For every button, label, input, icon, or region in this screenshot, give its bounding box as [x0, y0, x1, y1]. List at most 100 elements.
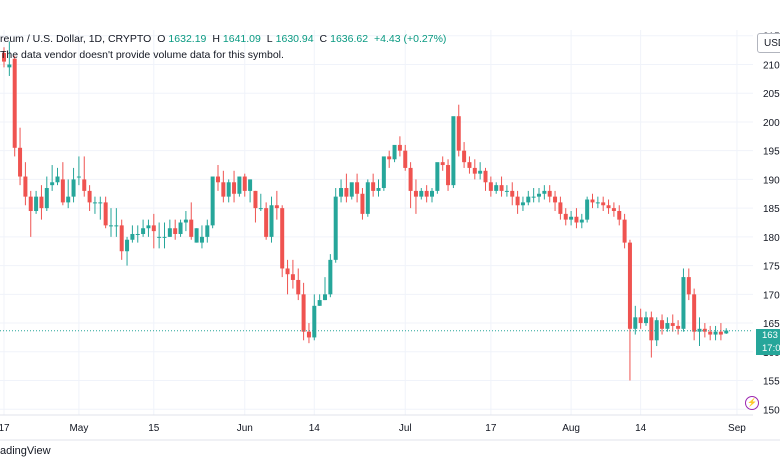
candle — [216, 165, 220, 191]
candle-body — [371, 182, 376, 191]
footer-brand[interactable]: adingView — [0, 445, 51, 457]
candle-body — [323, 294, 327, 301]
candle — [141, 219, 146, 237]
low-label: L — [266, 33, 273, 45]
candle-body — [633, 317, 638, 329]
candle-body — [579, 219, 584, 223]
candle-body — [419, 190, 424, 197]
candle — [644, 311, 648, 326]
candle-body — [558, 202, 563, 214]
candle-body — [312, 305, 317, 338]
candle — [173, 219, 178, 240]
candle-body — [569, 216, 574, 220]
symbol-name[interactable]: reum / U.S. Dollar, 1D, CRYPTO — [0, 33, 152, 45]
candle — [205, 219, 210, 243]
candle-body — [290, 274, 295, 280]
candle-body — [686, 277, 691, 295]
candle-body — [344, 188, 349, 197]
candles — [2, 41, 729, 381]
candle — [371, 173, 376, 197]
candle — [403, 144, 408, 171]
open-label: O — [157, 33, 166, 45]
candle-body — [157, 236, 162, 238]
candle-body — [306, 331, 311, 338]
candle — [323, 277, 327, 301]
candle — [467, 156, 472, 174]
y-tick-label: 2050 — [763, 89, 780, 100]
candle-body — [595, 202, 600, 204]
candle — [296, 268, 301, 301]
candle — [301, 282, 306, 341]
candle-body — [296, 279, 301, 295]
candle-body — [333, 196, 338, 260]
candle-body — [387, 156, 392, 160]
candle-body — [504, 190, 509, 192]
candle-body — [274, 205, 279, 209]
currency-button[interactable]: USD — [757, 33, 780, 53]
candle-body — [644, 317, 648, 324]
candle-body — [547, 190, 552, 197]
candle — [494, 182, 499, 194]
candle — [269, 196, 274, 243]
candle-body — [553, 196, 558, 203]
candle-body — [542, 190, 547, 194]
candle-body — [708, 331, 713, 335]
candle — [446, 159, 451, 191]
candle — [221, 170, 226, 203]
candle — [569, 211, 574, 226]
candle-body — [34, 196, 39, 212]
y-tick-label: 1950 — [763, 147, 780, 158]
candle-body — [71, 179, 76, 197]
candle — [622, 213, 627, 249]
candle — [665, 317, 670, 332]
candle-body — [232, 182, 237, 194]
timezone-icon[interactable]: ⚡ — [745, 396, 759, 410]
candle-body — [66, 196, 71, 203]
candle — [232, 170, 237, 203]
candle-body — [119, 225, 124, 252]
y-tick-label: 1900 — [763, 175, 780, 186]
candle — [290, 259, 295, 289]
candle-body — [627, 242, 632, 329]
candle — [488, 176, 493, 197]
candle-body — [55, 176, 60, 183]
candle — [440, 156, 445, 171]
candle-body — [563, 213, 568, 220]
candle — [306, 323, 311, 344]
candle — [553, 190, 558, 212]
candle — [66, 179, 71, 209]
candle — [183, 211, 188, 232]
candle-body — [301, 294, 306, 332]
volume-notice: The data vendor doesn't provide volume d… — [0, 49, 284, 61]
candle — [676, 320, 681, 335]
candle-body — [23, 176, 28, 197]
candle-body — [660, 320, 665, 329]
x-tick-label: 14 — [635, 423, 647, 434]
candle — [360, 188, 365, 220]
candle-body — [60, 179, 65, 203]
candle — [258, 193, 263, 212]
candle-body — [397, 144, 402, 151]
candle-body — [478, 170, 483, 174]
candle — [237, 176, 242, 197]
candle-body — [151, 225, 156, 232]
candle — [317, 294, 322, 306]
candle-body — [520, 202, 525, 206]
candle — [349, 182, 354, 200]
candle — [462, 142, 467, 168]
candle — [718, 323, 723, 341]
x-tick-label: Aug — [562, 423, 580, 434]
time-scale[interactable]: 17 May 15 Jun 14 Jul 17 Aug 14 Sep — [0, 423, 746, 434]
candle — [574, 208, 579, 229]
candle-body — [574, 216, 579, 223]
candle-body — [98, 202, 103, 204]
price-scale[interactable]: 2150210020502000195019001850180017501700… — [763, 32, 780, 417]
candle — [44, 176, 49, 212]
candle-body — [451, 116, 456, 186]
candle-body — [515, 196, 520, 206]
candle — [681, 268, 686, 332]
candle-body — [50, 182, 55, 186]
candle — [87, 185, 92, 212]
candle — [520, 196, 525, 212]
